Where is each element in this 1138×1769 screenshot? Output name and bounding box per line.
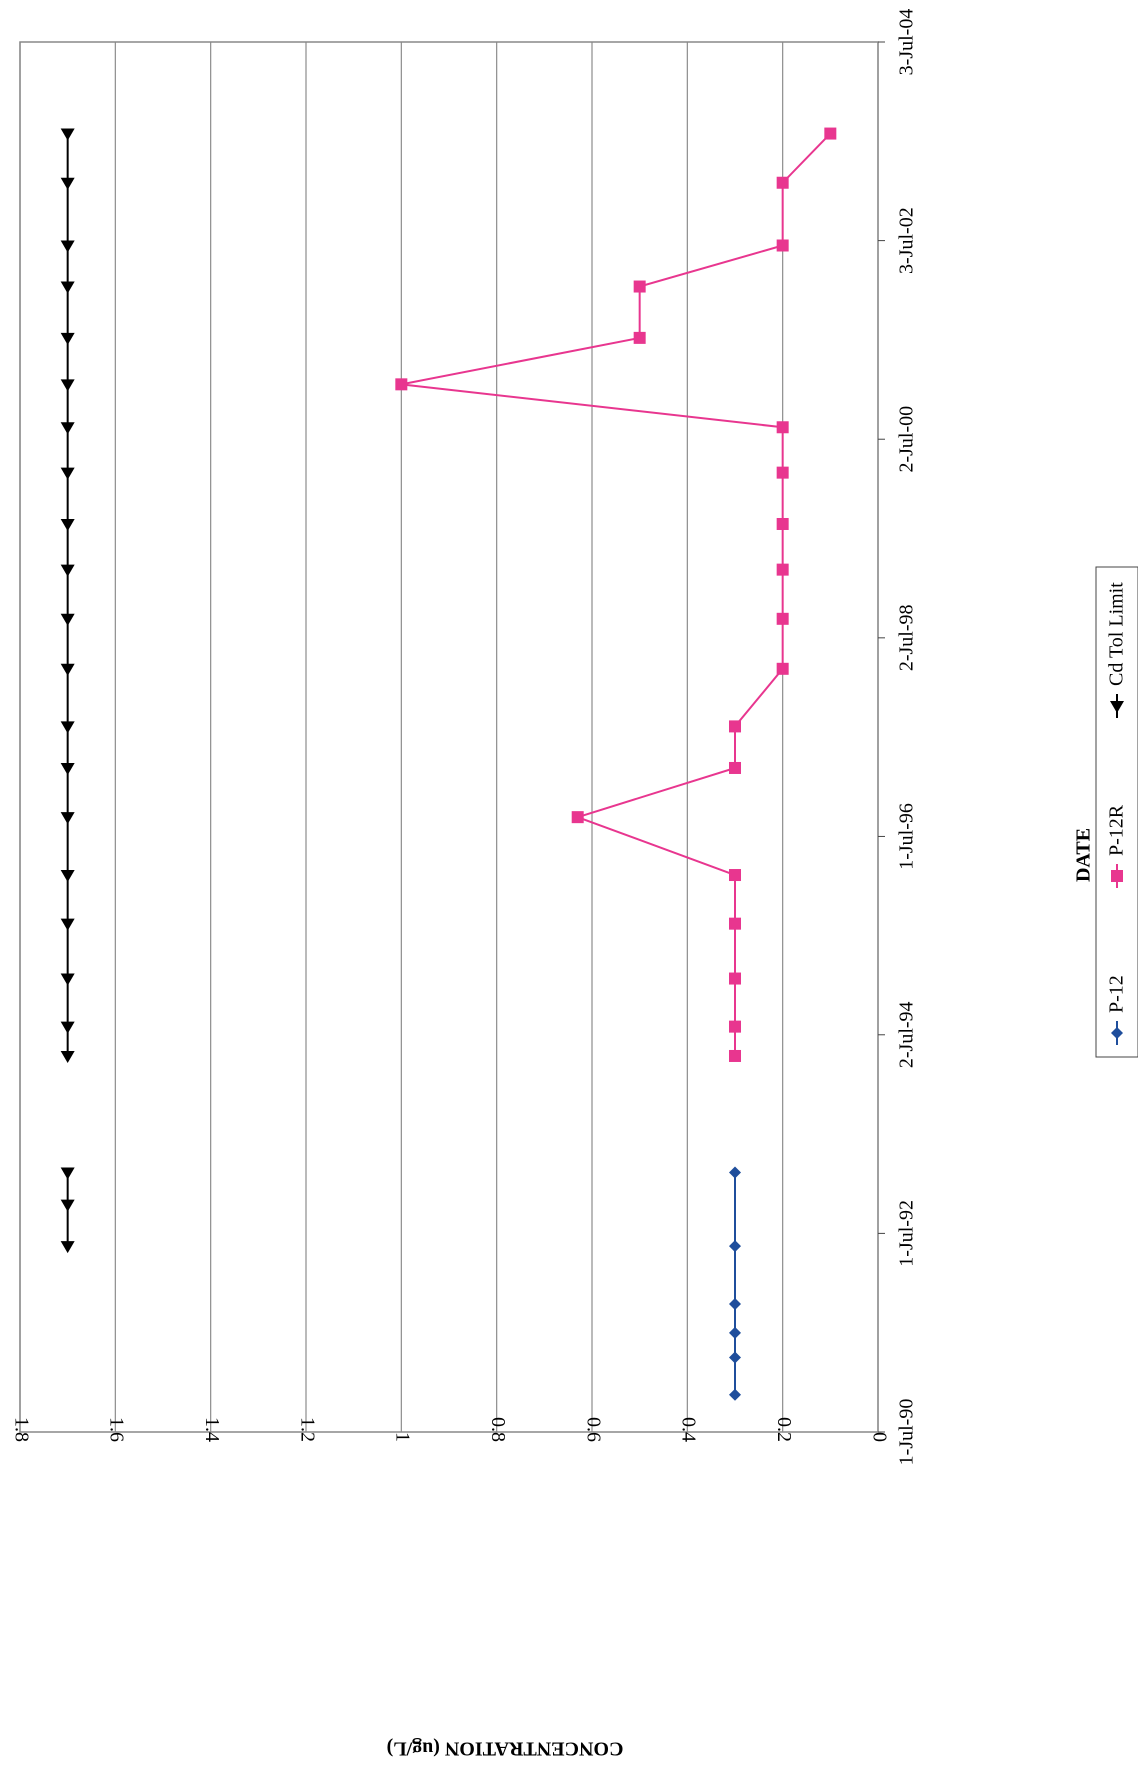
data-point xyxy=(729,1049,741,1062)
data-point xyxy=(60,467,75,480)
data-point xyxy=(776,563,789,576)
data-point xyxy=(776,421,789,434)
y-axis-ticks: 0 0.2 0.4 0.6 0.8 1 1.2 1.4 1.6 1.8 xyxy=(10,1417,890,1442)
legend-frame xyxy=(1095,566,1138,1058)
series-p-12 xyxy=(729,1166,741,1401)
data-point xyxy=(60,1021,75,1034)
series-p-12r xyxy=(395,127,837,1062)
data-point xyxy=(60,762,75,775)
legend-label: Cd Tol Limit xyxy=(1106,582,1128,686)
y-tick-label: 1.2 xyxy=(296,1417,318,1442)
y-tick-label: 1 xyxy=(392,1432,414,1442)
y-tick-label: 0.8 xyxy=(487,1417,509,1442)
legend-item: P-12R xyxy=(1106,804,1128,888)
data-point xyxy=(729,1326,741,1339)
legend: P-12 P-12R Cd Tol Limit xyxy=(1095,566,1138,1058)
x-tick-label: 3-Jul-02 xyxy=(896,207,918,274)
x-tick-label: 1-Jul-90 xyxy=(896,1399,918,1466)
x-tick-label: 2-Jul-98 xyxy=(896,604,918,671)
data-point xyxy=(60,663,75,676)
data-point xyxy=(776,239,789,252)
x-tick-label: 2-Jul-00 xyxy=(896,406,918,473)
y-tick-label: 0.2 xyxy=(773,1417,795,1442)
data-point xyxy=(729,1298,741,1311)
data-point xyxy=(60,973,75,986)
legend-marker xyxy=(1111,870,1123,882)
series-cd-tol-limit xyxy=(60,128,75,1254)
x-axis-title: DATE xyxy=(1073,828,1095,882)
data-point xyxy=(60,332,75,345)
y-axis-title: CONCENTRATION (ug/L) xyxy=(387,1737,624,1759)
y-tick-label: 0 xyxy=(868,1432,890,1442)
y-tick-label: 1.4 xyxy=(201,1417,223,1442)
data-point xyxy=(776,466,789,479)
data-point xyxy=(60,1050,75,1063)
data-point xyxy=(60,1167,75,1180)
data-point xyxy=(60,812,75,825)
series-layer xyxy=(60,127,837,1401)
legend-label: P-12 xyxy=(1106,975,1128,1013)
data-point xyxy=(729,1351,741,1364)
y-tick-label: 1.8 xyxy=(10,1417,32,1442)
data-point xyxy=(776,612,789,625)
plot-area-frame xyxy=(19,41,879,1433)
legend-label: P-12R xyxy=(1106,804,1128,856)
legend-marker xyxy=(1111,1027,1123,1039)
x-tick-label: 1-Jul-92 xyxy=(896,1200,918,1267)
data-point xyxy=(729,761,741,774)
data-point xyxy=(729,1388,741,1401)
data-point xyxy=(60,613,75,626)
data-point xyxy=(60,240,75,253)
gridlines xyxy=(19,42,879,1432)
data-point xyxy=(60,177,75,190)
data-point xyxy=(60,422,75,435)
data-point xyxy=(60,564,75,577)
series-line xyxy=(401,132,832,1056)
data-point xyxy=(60,518,75,531)
data-point xyxy=(60,870,75,883)
data-point xyxy=(60,721,75,734)
data-point xyxy=(729,869,741,882)
y-tick-label: 1.6 xyxy=(106,1417,128,1442)
legend-item: P-12 xyxy=(1106,975,1128,1045)
data-point xyxy=(729,917,741,930)
data-point xyxy=(395,378,408,391)
data-point xyxy=(60,1241,75,1254)
x-tick-label: 2-Jul-94 xyxy=(896,1001,918,1068)
x-tick-label: 3-Jul-04 xyxy=(896,9,918,76)
data-point xyxy=(60,1199,75,1212)
data-point xyxy=(60,379,75,392)
legend-marker xyxy=(1110,701,1124,713)
data-point xyxy=(633,331,646,344)
data-point xyxy=(729,1240,741,1253)
data-point xyxy=(60,918,75,931)
data-point xyxy=(776,517,789,530)
y-tick-label: 0.6 xyxy=(582,1417,604,1442)
data-point xyxy=(729,1166,741,1179)
data-point xyxy=(633,280,646,293)
data-point xyxy=(776,662,789,675)
x-axis-ticks: 1-Jul-90 1-Jul-92 2-Jul-94 1-Jul-96 2-Jul-98… xyxy=(878,9,918,1466)
data-point xyxy=(776,176,789,189)
y-tick-label: 0.4 xyxy=(678,1417,700,1442)
data-point xyxy=(824,127,837,140)
data-point xyxy=(60,281,75,294)
data-point xyxy=(729,1020,741,1033)
data-point xyxy=(571,811,584,824)
x-tick-label: 1-Jul-96 xyxy=(896,803,918,870)
data-point xyxy=(60,128,75,141)
legend-item: Cd Tol Limit xyxy=(1106,582,1128,718)
data-point xyxy=(729,720,741,733)
data-point xyxy=(729,972,741,985)
